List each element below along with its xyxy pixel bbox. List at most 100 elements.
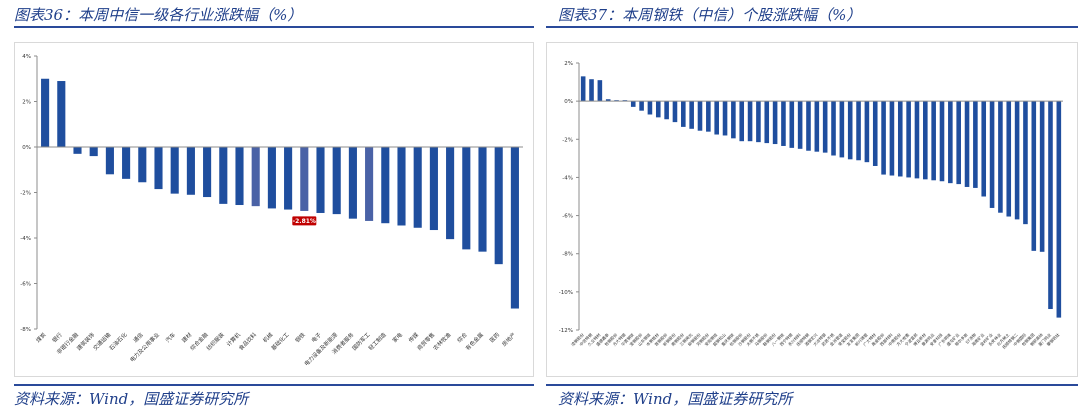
x-tick-label: 电子 [309, 330, 323, 344]
bar [57, 81, 66, 147]
bar [956, 101, 961, 185]
bar [672, 101, 678, 123]
source-note-right: 资料来源：Wind，国盛证券研究所 [558, 390, 793, 408]
bar [897, 101, 903, 177]
bar [300, 147, 309, 211]
bar [831, 101, 836, 156]
bar [706, 101, 711, 132]
bar [981, 101, 987, 197]
y-tick-label: -6% [20, 282, 31, 288]
bar [510, 147, 519, 309]
bar [973, 101, 978, 188]
source-rule-right [546, 384, 1078, 386]
bar [964, 101, 970, 187]
x-tick-label: 电力及公用事业 [128, 330, 161, 363]
annotation-badge [292, 216, 317, 226]
y-tick-label: -8% [562, 252, 573, 258]
bar [446, 147, 455, 240]
bar [122, 147, 131, 179]
bar [462, 147, 471, 250]
x-tick-label: 有色金属 [464, 331, 485, 352]
bar [235, 147, 244, 206]
bar [789, 101, 795, 148]
bar [923, 101, 928, 180]
x-tick-label: 轻工制造 [366, 330, 388, 352]
bar [781, 101, 786, 146]
y-tick-label: 2% [564, 61, 573, 67]
bar [806, 101, 811, 151]
x-tick-label: 建材 [180, 330, 194, 344]
bar [1039, 101, 1045, 252]
bar [906, 101, 911, 178]
bar [284, 147, 293, 210]
bar [1006, 101, 1012, 217]
y-tick-label: 4% [22, 54, 31, 60]
y-tick-label: -6% [562, 214, 573, 220]
bar [989, 101, 995, 208]
chart-title-left: 图表36：本周中信一级各行业涨跌幅（%） [14, 6, 303, 24]
bar [267, 147, 276, 209]
bar [939, 101, 945, 182]
x-tick-label: 机械 [261, 330, 275, 344]
bar [764, 101, 770, 144]
x-tick-label: 基础化工 [269, 330, 291, 352]
x-tick-label: 传媒 [407, 330, 421, 344]
title-rule-right [546, 26, 1078, 28]
bar [889, 101, 895, 176]
bar [186, 147, 195, 195]
bar [365, 147, 374, 221]
bar [630, 101, 636, 107]
bar [931, 101, 936, 181]
x-tick-label: 家电 [390, 330, 404, 344]
bar [73, 147, 82, 154]
bar [597, 80, 603, 102]
bar [697, 101, 703, 131]
bar-chart-industries: 4%2%0%-2%-4%-6%-8%煤炭 银行非银行金融建筑装饰交通运输石油石化通… [20, 54, 523, 368]
x-tick-label: 银行 [50, 330, 64, 344]
y-tick-label: 2% [22, 100, 31, 106]
bar [154, 147, 163, 190]
y-tick-label: -12% [559, 328, 573, 334]
y-tick-label: -4% [562, 175, 573, 181]
bar [89, 147, 98, 157]
title-rule-left [14, 26, 534, 28]
bar [664, 101, 669, 120]
bar [647, 101, 653, 115]
bar [747, 101, 753, 142]
y-tick-label: 0% [22, 145, 31, 151]
bar [689, 101, 694, 129]
bar [41, 78, 50, 147]
x-tick-label: 纺织服装 [204, 330, 226, 352]
bar [681, 101, 686, 127]
x-tick-label: 农林牧渔 [431, 330, 453, 352]
bar [998, 101, 1003, 213]
x-tick-label: 综合 [455, 330, 469, 344]
chart-frame-right: 2% 0% -2% -4% -6% -8% -10% -12% 凌钢股份 中信特钢 久立特材 盛德鑫泰… [546, 42, 1078, 377]
bar [839, 101, 845, 158]
bar [872, 101, 878, 166]
source-rule-left [14, 384, 534, 386]
bar [731, 101, 736, 139]
y-tick-label: -2% [562, 137, 573, 143]
y-tick-label: -4% [20, 236, 31, 242]
bar [1023, 101, 1028, 225]
bar [138, 147, 147, 183]
source-note-left: 资料来源：Wind，国盛证券研究所 [14, 390, 249, 408]
bar [580, 76, 586, 102]
bar [316, 147, 325, 213]
bar [772, 101, 778, 145]
bar-chart-steel-stocks: 2%0%-2%-4%-6%-8%-10%-12%凌钢股份中信特钢久立特材盛德鑫泰… [559, 61, 1063, 350]
bar [1014, 101, 1020, 220]
bar [856, 101, 861, 161]
bar [1056, 101, 1062, 318]
bar [1031, 101, 1037, 251]
x-tick-label: 煤炭 [34, 330, 48, 344]
bar [170, 147, 179, 194]
bar [589, 79, 594, 102]
y-tick-label: -10% [559, 290, 573, 296]
x-tick-label: 食品饮料 [237, 330, 259, 352]
bar [639, 101, 644, 111]
bar [251, 147, 260, 207]
bar [655, 101, 661, 118]
bar [822, 101, 828, 153]
